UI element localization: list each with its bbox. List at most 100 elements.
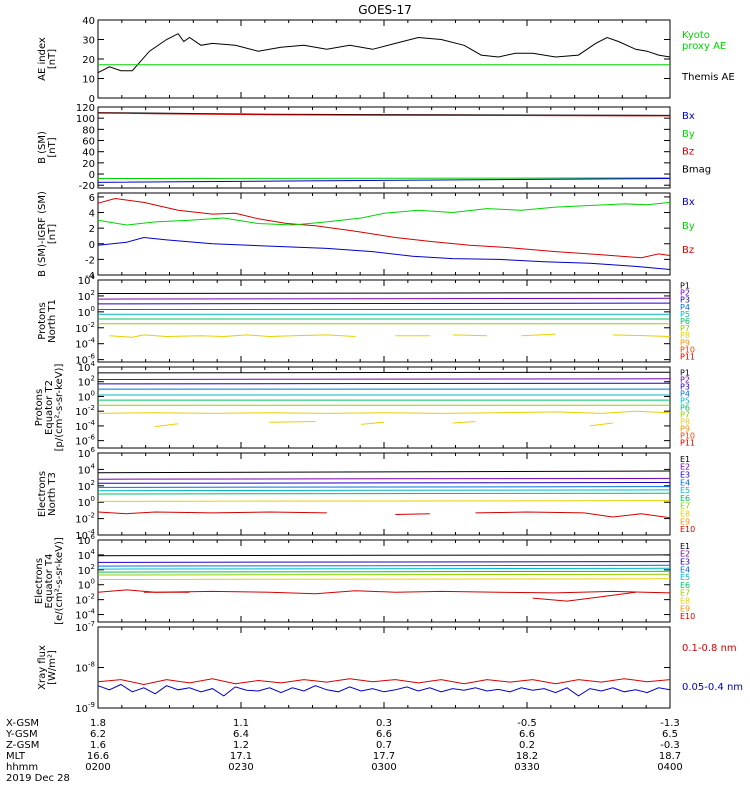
y-axis-label: [nT] (47, 137, 58, 157)
series-line-e3-3 (97, 486, 671, 488)
y-tick-label: 102 (78, 563, 95, 577)
series-line-p2-7 (97, 410, 671, 414)
y-tick-label: 0 (89, 240, 95, 251)
panel-frame (97, 279, 671, 363)
y-tick-label: 10-4 (75, 337, 95, 351)
y-axis-label: [e/(cm²-s-sr-keV)] (54, 537, 65, 625)
y-axis-label: [p/(cm²-s-sr-keV)] (54, 364, 65, 452)
series-line-bdiff-0 (97, 197, 671, 259)
legend-entry: P2 (680, 376, 690, 385)
figure-title: GOES-17 (358, 3, 412, 17)
y-tick-label: 120 (76, 103, 95, 114)
series-line-e4-1 (97, 561, 671, 563)
legend-entry: E1 (680, 542, 690, 551)
y-tick-label: 102 (78, 289, 95, 303)
x-axis-value: 0200 (85, 762, 110, 773)
x-axis-value: 0300 (371, 762, 396, 773)
x-axis-value: 1.8 (90, 718, 106, 729)
legend-entry: P4 (680, 303, 690, 312)
series-line-e3-7 (475, 511, 671, 519)
series-line-p1-7 (452, 334, 488, 337)
legend-entry: E6 (680, 581, 690, 590)
series-line-p2-8 (155, 423, 179, 428)
legend-entry: proxy AE (682, 41, 726, 52)
series-line-bdiff-1 (97, 201, 671, 226)
x-axis-row-label: hhmm (6, 762, 38, 773)
x-axis-value: 0330 (514, 762, 539, 773)
panel-frame (97, 106, 671, 189)
y-axis-label: Equator T4 (44, 554, 55, 609)
x-axis-row-label: MLT (6, 751, 26, 762)
y-axis-label: B (SM) (37, 131, 48, 164)
legend-entry: P9 (680, 338, 690, 347)
series-line-p1-7 (109, 334, 356, 338)
legend-entry: P9 (680, 425, 690, 434)
legend-entry: E7 (680, 502, 690, 511)
x-axis-row-label: X-GSM (6, 718, 39, 729)
legend-entry: P7 (680, 324, 690, 333)
date-label: 2019 Dec 28 (6, 773, 70, 784)
y-tick-label: 10-6 (75, 353, 95, 367)
series-line-p2-2 (97, 382, 671, 385)
x-axis-value: 18.7 (659, 751, 681, 762)
y-axis-label: AE index (37, 37, 48, 81)
y-axis-label: Electrons (34, 558, 45, 604)
y-tick-label: 6 (89, 193, 95, 204)
series-line-e3-2 (97, 482, 671, 484)
legend-entry: Kyoto (682, 30, 710, 41)
y-tick-label: 20 (82, 55, 95, 66)
series-line-p1-1 (97, 297, 671, 300)
y-tick-label: 80 (82, 125, 95, 136)
x-axis-value: 6.6 (519, 729, 535, 740)
y-tick-label: -4 (85, 271, 95, 282)
y-tick-label: 2 (89, 224, 95, 235)
y-tick-label: 10-6 (75, 434, 95, 448)
legend-entry: By (682, 221, 695, 232)
panel-p1: 10-6 10-4 10-2 100 102 104 Protons North T1 P1P2… (37, 273, 695, 367)
y-tick-label: 10-2 (75, 593, 95, 607)
y-tick-label: -2 (85, 255, 95, 266)
legend-entry: P1 (680, 282, 690, 291)
y-axis-label: [W/m²] (47, 650, 58, 685)
legend-entry: P1 (680, 369, 690, 378)
x-axis-value: 1.2 (233, 740, 249, 751)
y-axis-label: Xray flux (37, 645, 48, 690)
legend-entry: E2 (680, 463, 690, 472)
series-line-e4-2 (97, 564, 671, 567)
y-tick-label: 102 (78, 479, 95, 493)
y-tick-label: 102 (78, 375, 95, 389)
legend-entry: Bx (682, 197, 695, 208)
y-tick-label: 10-2 (75, 404, 95, 418)
panel-frame (97, 626, 671, 709)
y-tick-label: 40 (82, 148, 95, 159)
series-line-p1-0 (97, 292, 671, 294)
series-line-p2-8 (269, 421, 316, 423)
legend-entry: Bz (682, 245, 694, 256)
legend-entry: P6 (680, 404, 690, 413)
y-tick-label: 104 (78, 273, 96, 287)
y-tick-label: 10-2 (75, 321, 95, 335)
x-axis-value: -1.3 (660, 718, 680, 729)
legend-entry: P10 (680, 432, 695, 441)
series-line-e3-0 (97, 470, 671, 474)
x-axis-table: X-GSM 1.8 1.1 0.3 -0.5 -1.3 Y-GSM 6.2 6.4 6.6 6.6 6… (5, 718, 683, 784)
series-line-p2-8 (452, 421, 476, 424)
y-axis-label: Electrons (37, 471, 48, 517)
y-tick-label: 10-8 (75, 661, 95, 675)
legend-entry: E7 (680, 589, 690, 598)
series-line-e3-6 (97, 500, 671, 502)
legend-entry: P11 (680, 439, 695, 448)
legend-entry: P8 (680, 418, 690, 427)
y-tick-label: 10-4 (75, 419, 95, 433)
legend-entry: P5 (680, 310, 690, 319)
x-axis-value: 16.6 (87, 751, 109, 762)
series-line-ae-0 (97, 33, 671, 74)
y-axis-label: B (SM)-IGRF (SM) (37, 191, 48, 277)
y-axis-label: [nT] (47, 49, 58, 69)
x-axis-value: -0.5 (517, 718, 537, 729)
x-axis-value: 6.4 (233, 729, 249, 740)
legend-entry: E10 (680, 612, 695, 621)
series-line-e4-0 (97, 554, 671, 557)
